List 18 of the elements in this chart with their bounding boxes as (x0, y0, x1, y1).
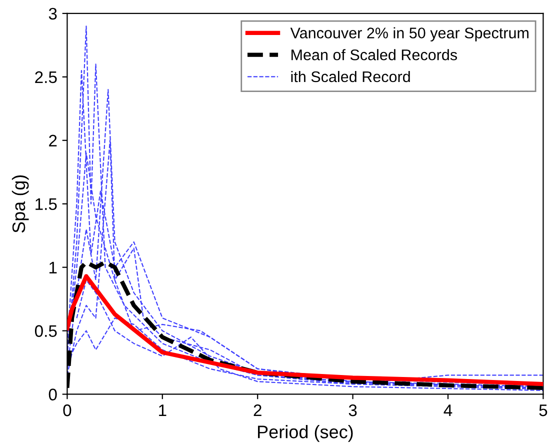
legend-label: Mean of Scaled Records (292, 49, 458, 60)
y-tick-label: 1 (49, 262, 57, 274)
y-tick-label: 2 (49, 134, 57, 146)
x-tick-label: 1 (159, 404, 166, 416)
x-tick-label: 2 (254, 404, 262, 416)
y-tick-label: 1.5 (36, 198, 57, 210)
legend-label: Vancouver 2% in 50 year Spectrum (290, 27, 528, 42)
y-tick-label: 0 (48, 388, 57, 400)
x-tick-label: 0 (63, 404, 72, 416)
y-axis-title: Spa (g) (12, 175, 29, 233)
y-tick-label: 2.5 (35, 71, 57, 84)
x-tick-label: 3 (348, 404, 357, 416)
legend-label: ith Scaled Record (291, 70, 410, 82)
x-axis-title: Period (sec) (258, 425, 353, 442)
y-tick-label: 0.5 (34, 325, 57, 337)
y-tick-label: 3 (48, 8, 57, 20)
x-tick-label: 5 (539, 404, 548, 416)
x-tick-label: 4 (444, 404, 452, 416)
